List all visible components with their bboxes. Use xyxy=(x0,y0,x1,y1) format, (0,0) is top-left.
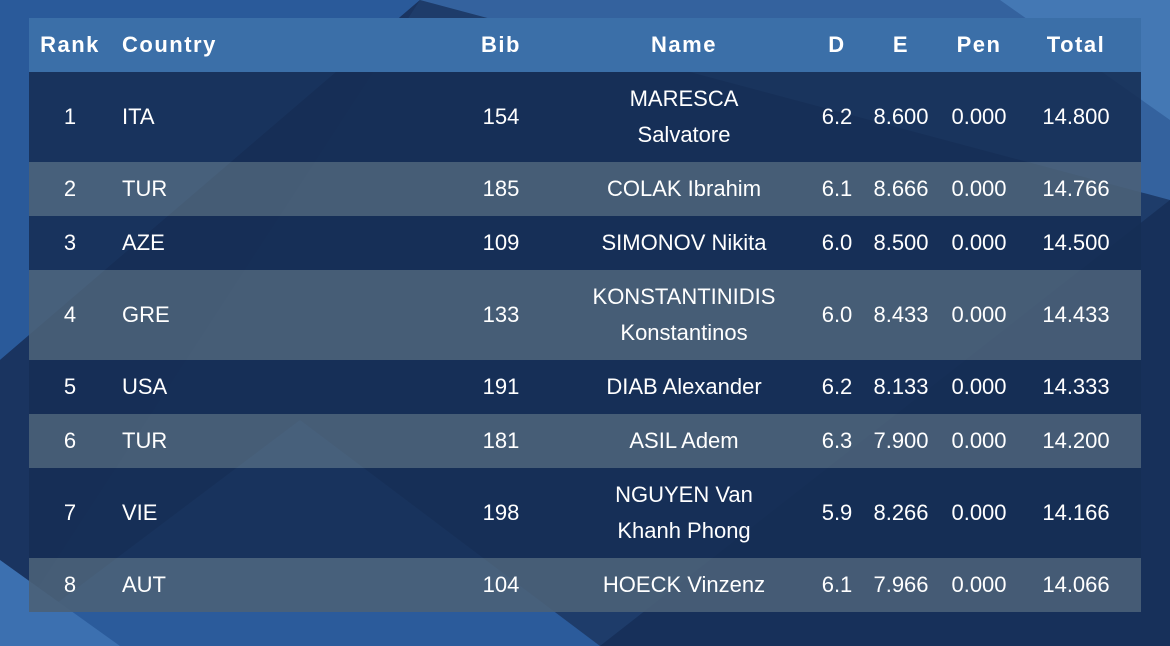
table-row[interactable]: 7 VIE 198 NGUYEN Van Khanh Phong 5.9 8.2… xyxy=(29,468,1141,558)
total-cell: 14.166 xyxy=(1042,500,1110,525)
header-d[interactable]: D xyxy=(828,32,846,57)
penalty-cell: 0.000 xyxy=(951,500,1007,525)
rank-cell: 6 xyxy=(63,428,77,453)
penalty-cell: 0.000 xyxy=(951,428,1007,453)
d-score-cell: 6.1 xyxy=(821,572,853,597)
penalty-cell: 0.000 xyxy=(951,230,1007,255)
bib-cell: 185 xyxy=(482,176,520,201)
header-total[interactable]: Total xyxy=(1046,32,1106,57)
table-row[interactable]: 6 TUR 181 ASIL Adem 6.3 7.900 0.000 14.2… xyxy=(29,414,1141,468)
e-score-cell: 8.666 xyxy=(873,176,929,201)
country-cell: VIE xyxy=(122,500,158,525)
name-line-1: HOECK Vinzenz xyxy=(602,572,766,597)
name-line-1: NGUYEN Van xyxy=(615,482,753,507)
country-cell: ITA xyxy=(122,104,155,129)
rank-cell: 7 xyxy=(63,500,77,525)
bib-cell: 104 xyxy=(482,572,520,597)
bib-cell: 191 xyxy=(482,374,520,399)
total-cell: 14.500 xyxy=(1042,230,1110,255)
header-country[interactable]: Country xyxy=(122,32,217,57)
name-cell: ASIL Adem xyxy=(551,423,817,459)
e-score-cell: 7.900 xyxy=(873,428,929,453)
rank-cell: 1 xyxy=(63,104,77,129)
name-line-1: MARESCA xyxy=(629,86,739,111)
bib-cell: 181 xyxy=(482,428,520,453)
penalty-cell: 0.000 xyxy=(951,104,1007,129)
e-score-cell: 8.500 xyxy=(873,230,929,255)
name-cell: HOECK Vinzenz xyxy=(551,567,817,603)
country-cell: TUR xyxy=(122,176,168,201)
e-score-cell: 7.966 xyxy=(873,572,929,597)
rank-cell: 3 xyxy=(63,230,77,255)
d-score-cell: 6.0 xyxy=(821,230,853,255)
table-row[interactable]: 4 GRE 133 KONSTANTINIDIS Konstantinos 6.… xyxy=(29,270,1141,360)
bib-cell: 109 xyxy=(482,230,520,255)
name-line-1: DIAB Alexander xyxy=(606,374,762,399)
header-name[interactable]: Name xyxy=(651,32,717,57)
bib-cell: 198 xyxy=(482,500,520,525)
country-cell: GRE xyxy=(122,302,170,327)
total-cell: 14.066 xyxy=(1042,572,1110,597)
rank-cell: 5 xyxy=(63,374,77,399)
country-cell: AUT xyxy=(122,572,166,597)
e-score-cell: 8.133 xyxy=(873,374,929,399)
total-cell: 14.333 xyxy=(1042,374,1110,399)
d-score-cell: 5.9 xyxy=(821,500,853,525)
table-header: Rank Country Bib Name D E Pen Total xyxy=(29,18,1141,72)
d-score-cell: 6.2 xyxy=(821,104,853,129)
penalty-cell: 0.000 xyxy=(951,572,1007,597)
d-score-cell: 6.0 xyxy=(821,302,853,327)
results-table: Rank Country Bib Name D E Pen Total 1 IT… xyxy=(29,18,1141,612)
rank-cell: 8 xyxy=(63,572,77,597)
rank-cell: 2 xyxy=(63,176,77,201)
total-cell: 14.766 xyxy=(1042,176,1110,201)
penalty-cell: 0.000 xyxy=(951,302,1007,327)
header-bib[interactable]: Bib xyxy=(481,32,521,57)
header-pen[interactable]: Pen xyxy=(956,32,1002,57)
country-cell: AZE xyxy=(122,230,165,255)
total-cell: 14.800 xyxy=(1042,104,1110,129)
penalty-cell: 0.000 xyxy=(951,374,1007,399)
name-line-1: ASIL Adem xyxy=(629,428,739,453)
name-cell: MARESCA Salvatore xyxy=(551,81,817,153)
e-score-cell: 8.266 xyxy=(873,500,929,525)
name-line-2: Salvatore xyxy=(637,122,731,147)
country-cell: USA xyxy=(122,374,168,399)
d-score-cell: 6.1 xyxy=(821,176,853,201)
table-row[interactable]: 2 TUR 185 COLAK Ibrahim 6.1 8.666 0.000 … xyxy=(29,162,1141,216)
name-line-2: Konstantinos xyxy=(620,320,748,345)
d-score-cell: 6.3 xyxy=(821,428,853,453)
bib-cell: 133 xyxy=(482,302,520,327)
total-cell: 14.200 xyxy=(1042,428,1110,453)
name-line-1: SIMONOV Nikita xyxy=(601,230,767,255)
rank-cell: 4 xyxy=(63,302,77,327)
header-e[interactable]: E xyxy=(892,32,910,57)
d-score-cell: 6.2 xyxy=(821,374,853,399)
name-cell: NGUYEN Van Khanh Phong xyxy=(551,477,817,549)
table-row[interactable]: 3 AZE 109 SIMONOV Nikita 6.0 8.500 0.000… xyxy=(29,216,1141,270)
name-cell: DIAB Alexander xyxy=(551,369,817,405)
e-score-cell: 8.433 xyxy=(873,302,929,327)
country-cell: TUR xyxy=(122,428,168,453)
table-row[interactable]: 5 USA 191 DIAB Alexander 6.2 8.133 0.000… xyxy=(29,360,1141,414)
name-line-2: Khanh Phong xyxy=(617,518,751,543)
total-cell: 14.433 xyxy=(1042,302,1110,327)
header-rank[interactable]: Rank xyxy=(40,32,100,57)
name-cell: COLAK Ibrahim xyxy=(551,171,817,207)
name-line-1: KONSTANTINIDIS xyxy=(592,284,776,309)
bib-cell: 154 xyxy=(482,104,520,129)
e-score-cell: 8.600 xyxy=(873,104,929,129)
penalty-cell: 0.000 xyxy=(951,176,1007,201)
name-cell: SIMONOV Nikita xyxy=(551,225,817,261)
table-row[interactable]: 1 ITA 154 MARESCA Salvatore 6.2 8.600 0.… xyxy=(29,72,1141,162)
name-line-1: COLAK Ibrahim xyxy=(606,176,762,201)
table-row[interactable]: 8 AUT 104 HOECK Vinzenz 6.1 7.966 0.000 … xyxy=(29,558,1141,612)
name-cell: KONSTANTINIDIS Konstantinos xyxy=(551,279,817,351)
